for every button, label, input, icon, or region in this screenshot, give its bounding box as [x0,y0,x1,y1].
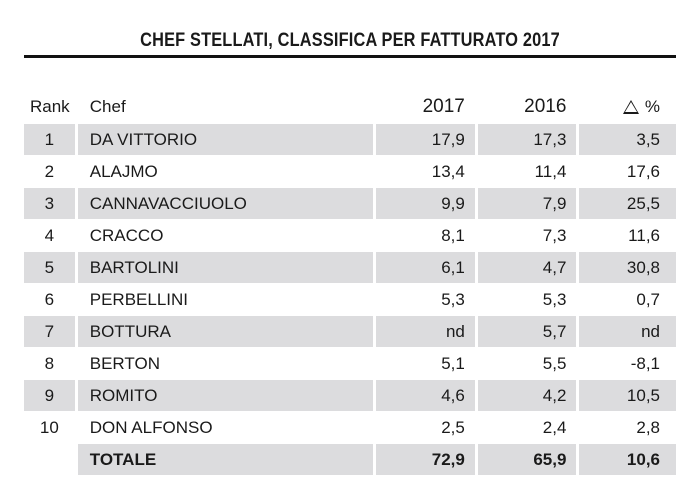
cell-pct: 30,8 [579,252,676,283]
table-body: 1 DA VITTORIO 17,9 17,3 3,5 2 ALAJMO 13,4 11,4 17… [24,124,676,443]
cell-chef: BOTTURA [77,316,374,347]
triangle-outline-icon [622,99,639,114]
table-row: 10 DON ALFONSO 2,5 2,4 2,8 [24,412,676,443]
cell-2016: 2,4 [542,417,567,437]
table-total-row: TOTALE 72,9 65,9 10,6 [24,444,676,475]
cell-rank: 3 [24,188,75,219]
cell-2016: 7,9 [477,188,577,219]
cell-rank: 4 [44,225,55,245]
header-delta-pct: % [579,92,676,121]
table-row: 5 BARTOLINI 6,1 4,7 30,8 [24,252,676,283]
table-row: 7 BOTTURA nd 5,7 nd [24,316,676,347]
cell-2017: 8,1 [441,225,465,245]
cell-pct: -8,1 [630,353,660,373]
cell-rank: 7 [24,316,75,347]
total-rank-empty [24,444,75,475]
cell-2017: 5,3 [441,289,465,309]
cell-2017: 13,4 [431,161,465,181]
cell-2016: 11,4 [534,161,567,181]
cell-2016: 5,7 [477,316,577,347]
delta-header: % [622,96,660,117]
cell-pct: 17,6 [626,161,660,181]
cell-2017: 9,9 [376,188,475,219]
cell-2017: 2,5 [441,417,465,437]
header-2017: 2017 [422,95,465,117]
cell-pct: 10,5 [579,380,676,411]
cell-chef: PERBELLINI [89,289,189,309]
cell-rank: 1 [24,124,75,155]
page-title: CHEF STELLATI, CLASSIFICA PER FATTURATO … [140,30,560,51]
total-label: TOTALE [77,444,374,475]
header-2016: 2016 [524,95,567,117]
ranking-table: Rank Chef 2017 2016 % 1 DA VITTORIO 17,9 17… [24,92,676,476]
cell-chef: ALAJMO [89,161,158,181]
cell-pct: 0,7 [636,289,660,309]
cell-rank: 5 [24,252,75,283]
cell-2016: 4,2 [477,380,577,411]
cell-rank: 6 [44,289,55,309]
cell-pct: 11,6 [628,225,660,245]
table-row: 3 CANNAVACCIUOLO 9,9 7,9 25,5 [24,188,676,219]
cell-chef: BERTON [89,353,160,373]
total-2017: 72,9 [376,444,475,475]
cell-pct: 2,8 [636,417,660,437]
cell-2017: 6,1 [376,252,475,283]
table-row: 6 PERBELLINI 5,3 5,3 0,7 [24,284,676,315]
header-chef: Chef [89,96,126,116]
cell-chef: DON ALFONSO [89,417,213,437]
table-row: 1 DA VITTORIO 17,9 17,3 3,5 [24,124,676,155]
cell-pct: 25,5 [579,188,676,219]
cell-pct: nd [579,316,676,347]
cell-chef: CANNAVACCIUOLO [77,188,374,219]
cell-rank: 8 [44,353,55,373]
cell-2016: 17,3 [477,124,577,155]
cell-chef: BARTOLINI [77,252,374,283]
cell-2017: 4,6 [376,380,475,411]
table-header: Rank Chef 2017 2016 % [24,92,676,121]
cell-2017: nd [376,316,475,347]
header-rank: Rank [30,96,70,116]
cell-2016: 7,3 [542,225,567,245]
cell-chef: ROMITO [77,380,374,411]
cell-chef: CRACCO [89,225,164,245]
header-pct-label: % [644,96,660,116]
cell-rank: 2 [44,161,55,181]
table-row: 8 BERTON 5,1 5,5 -8,1 [24,348,676,379]
total-pct: 10,6 [579,444,676,475]
total-2016: 65,9 [477,444,577,475]
table-row: 2 ALAJMO 13,4 11,4 17,6 [24,156,676,187]
cell-2017: 17,9 [376,124,475,155]
title-rule [24,55,676,58]
cell-rank: 10 [39,417,59,437]
cell-2016: 5,3 [542,289,567,309]
table-row: 9 ROMITO 4,6 4,2 10,5 [24,380,676,411]
cell-2016: 4,7 [477,252,577,283]
cell-rank: 9 [24,380,75,411]
cell-pct: 3,5 [579,124,676,155]
table-row: 4 CRACCO 8,1 7,3 11,6 [24,220,676,251]
cell-chef: DA VITTORIO [77,124,374,155]
cell-2017: 5,1 [441,353,465,373]
cell-2016: 5,5 [542,353,567,373]
